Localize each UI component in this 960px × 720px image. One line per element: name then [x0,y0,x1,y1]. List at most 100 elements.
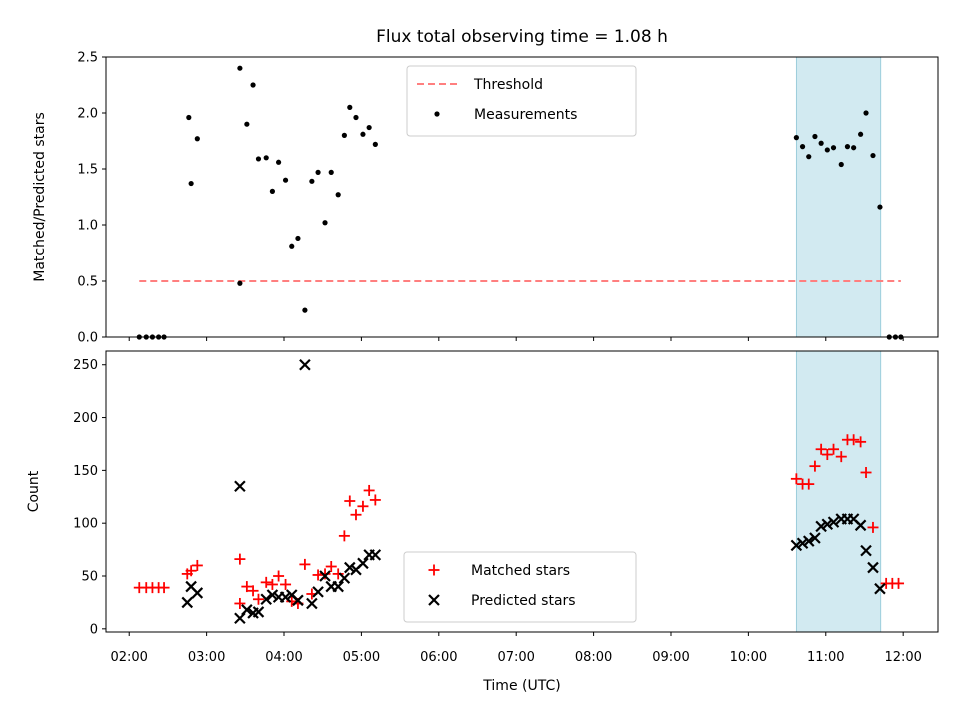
data-point [428,594,440,606]
data-point-d2 [344,561,356,574]
data-point-d2 [874,582,886,595]
data-point [858,131,864,137]
data-point-d2 [854,519,867,532]
data-point-d2 [809,532,821,544]
data-point [252,593,264,605]
data-point-d2 [234,480,246,492]
highlight-span [795,350,882,633]
data-point [353,114,359,121]
data-point [344,561,356,574]
data-point [234,553,246,565]
data-point [809,532,821,544]
data-point-d2 [241,604,253,616]
data-point [241,604,253,616]
data-point-d2 [252,606,265,618]
x-tick-label: 08:00 [575,650,612,665]
data-point [332,568,344,580]
legend-label: Predicted stars [471,593,576,609]
x-tick-label: 03:00 [188,650,225,665]
data-point [234,480,246,492]
data-point-d2 [847,513,860,525]
y-tick-label: 0.5 [77,275,98,290]
legend: Threshold Measurements [406,65,637,137]
legend-entry: Threshold [417,77,543,93]
data-point-d2 [332,580,344,593]
data-point [269,188,275,194]
y-tick-label: 1.5 [77,163,98,178]
data-point [893,577,905,589]
data-point [815,520,827,533]
data-point [237,65,243,71]
data-point [338,572,351,584]
data-point [332,580,344,593]
data-point [860,466,872,478]
data-point [799,144,806,150]
data-point [194,136,200,142]
data-point-d2 [827,516,840,528]
data-point [838,161,844,168]
data-point-d2 [185,580,197,593]
data-point [827,516,840,528]
chart-title: Flux total observing time = 1.08 h [376,27,668,47]
data-point [241,581,253,593]
data-point [828,443,840,455]
data-point [855,436,867,448]
series-measurements [136,65,904,340]
data-point-d2 [428,594,440,606]
data-point [796,537,809,550]
x-axis-label: Time (UTC) [482,678,560,694]
data-point [252,606,265,618]
data-point-d2 [319,570,331,582]
data-point [360,131,366,137]
data-point [870,152,876,159]
y-tick-label: 1.0 [77,219,98,234]
top-panel: 0.0 0.5 1.0 1.5 2.0 2.5 Matched/Predicted star… [32,51,939,346]
x-tick-label: 04:00 [265,650,302,665]
highlight-span [795,56,882,338]
data-point [191,559,203,571]
data-point-d2 [285,589,298,601]
data-point [312,586,324,598]
data-point [244,121,250,127]
y-axis-label: Matched/Predicted stars [32,112,48,282]
data-point [341,132,347,138]
data-point [867,521,879,533]
data-point [273,570,285,582]
data-point [263,155,269,161]
data-point-d2 [867,561,879,574]
data-point-d2 [279,591,292,603]
data-point [815,443,827,455]
data-point [854,519,867,532]
data-point [289,243,295,249]
data-point [315,169,321,175]
data-point [434,111,440,117]
data-point [266,578,278,590]
data-point-d2 [312,586,324,598]
data-point-d2 [266,589,279,601]
data-point [809,460,821,472]
data-point [851,145,857,151]
data-point-d2 [292,594,304,607]
data-point-d2 [802,535,815,547]
data-point [812,133,818,140]
data-point [299,558,311,570]
data-point [280,578,292,590]
y-tick-label: 50 [81,570,98,585]
data-point-d2 [369,549,382,561]
data-point [325,561,337,573]
data-point [306,597,318,610]
data-point [821,518,834,531]
data-point [863,110,869,116]
data-point [350,509,362,521]
data-point [372,141,378,147]
data-point [830,145,837,151]
data-point [860,544,872,557]
data-point [266,589,279,601]
data-point [299,358,311,371]
legend-entry: Measurements [434,107,577,123]
y-tick-label: 250 [73,358,98,373]
data-point [322,220,328,226]
data-point-d2 [860,544,872,557]
data-point [234,597,246,609]
